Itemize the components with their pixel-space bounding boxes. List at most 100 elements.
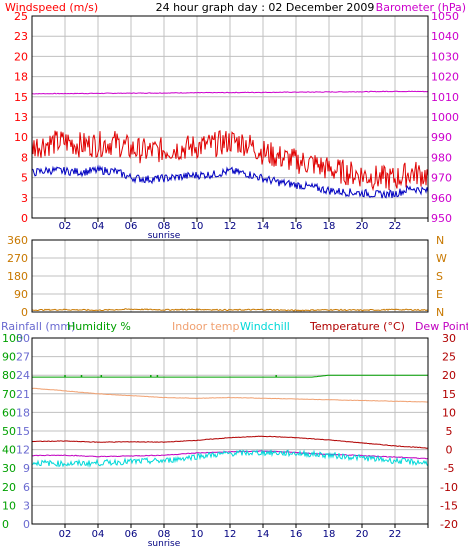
panel1-x-ticks: 02 04 06 08 10 12 14 16 18 20 22 [59, 218, 429, 232]
x-tick-08: 08 [158, 221, 171, 232]
panel3-grid [32, 337, 428, 525]
windspeed-tick-15: 15 [14, 91, 28, 104]
windspeed-tick-10: 10 [14, 131, 28, 144]
panel1-left-ticks: 25 23 20 18 15 13 10 8 5 3 0 [14, 10, 28, 225]
humidity-tick-30: 30 [2, 462, 16, 475]
windspeed-average-line [31, 164, 429, 199]
x-tick-10: 10 [191, 529, 204, 540]
temp-tick-25: 25 [442, 351, 456, 364]
x-tick-02: 02 [59, 221, 72, 232]
barometer-tick-1040: 1040 [431, 30, 459, 43]
compass-tick-3: E [436, 288, 443, 301]
humidity-tick-50: 50 [2, 425, 16, 438]
windspeed-tick-18: 18 [14, 71, 28, 84]
rain-tick-12: 12 [16, 444, 30, 457]
windspeed-tick-23: 23 [14, 30, 28, 43]
temp-tick--5: -5 [444, 462, 455, 475]
panel1-grid [32, 15, 428, 219]
humidity-line [32, 374, 428, 378]
windspeed-tick-8: 8 [21, 151, 28, 164]
barometer-tick-1020: 1020 [431, 71, 459, 84]
compass-tick-2: S [436, 270, 443, 283]
winddir-tick-0: 0 [21, 306, 28, 319]
windspeed-tick-5: 5 [21, 172, 28, 185]
rain-tick-3: 3 [23, 499, 30, 512]
rain-tick-15: 15 [16, 425, 30, 438]
panel3-x-ticks: 02 04 06 08 10 12 14 16 18 20 22 [59, 524, 429, 540]
x-tick-06: 06 [125, 221, 138, 232]
barometer-tick-1000: 1000 [431, 111, 459, 124]
chart-title: 24 hour graph day : 02 December 2009 [156, 1, 375, 14]
legend-dew-point: Dew Point [415, 320, 468, 333]
barometer-tick-1030: 1030 [431, 50, 459, 63]
x-tick-20: 20 [356, 221, 369, 232]
temp-tick-0: 0 [446, 444, 453, 457]
barometer-tick-1010: 1010 [431, 91, 459, 104]
winddir-tick-180: 180 [7, 270, 28, 283]
x-tick-18: 18 [323, 221, 336, 232]
x-tick-22: 22 [389, 529, 402, 540]
temp-tick-20: 20 [442, 369, 456, 382]
panel1-series [31, 90, 429, 199]
wind-direction-line [31, 308, 429, 312]
x-tick-16: 16 [290, 221, 303, 232]
barometer-line [31, 90, 429, 95]
windspeed-tick-25: 25 [14, 10, 28, 23]
compass-tick-4: N [436, 306, 444, 319]
x-tick-10: 10 [191, 221, 204, 232]
x-tick-04: 04 [92, 221, 105, 232]
barometer-axis-label: Barometer (hPa) [376, 1, 466, 14]
rain-tick-6: 6 [23, 481, 30, 494]
temp-tick-5: 5 [446, 425, 453, 438]
compass-tick-0: N [436, 234, 444, 247]
barometer-tick-980: 980 [431, 151, 452, 164]
x-tick-08: 08 [158, 529, 171, 540]
barometer-tick-960: 960 [431, 192, 452, 205]
x-tick-12: 12 [224, 529, 237, 540]
legend-temperature: Temperature (°C) [309, 320, 405, 333]
humidity-tick-60: 60 [2, 406, 16, 419]
indoor-temp-line [32, 387, 428, 403]
barometer-tick-950: 950 [431, 212, 452, 225]
windspeed-tick-0: 0 [21, 212, 28, 225]
barometer-tick-990: 990 [431, 131, 452, 144]
temp-tick--10: -10 [440, 481, 458, 494]
humidity-tick-40: 40 [2, 444, 16, 457]
rain-tick-21: 21 [16, 388, 30, 401]
rain-tick-18: 18 [16, 406, 30, 419]
barometer-tick-970: 970 [431, 172, 452, 185]
windspeed-tick-20: 20 [14, 50, 28, 63]
x-tick-22: 22 [389, 221, 402, 232]
temp-tick-15: 15 [442, 388, 456, 401]
humidity-tick-100: 100 [2, 332, 23, 345]
x-tick-06: 06 [125, 529, 138, 540]
compass-tick-1: W [436, 252, 447, 265]
rain-tick-24: 24 [16, 369, 30, 382]
humidity-tick-10: 10 [2, 499, 16, 512]
barometer-tick-1050: 1050 [431, 10, 459, 23]
winddir-tick-90: 90 [14, 288, 28, 301]
winddir-tick-360: 360 [7, 234, 28, 247]
rain-tick-27: 27 [16, 351, 30, 364]
temperature-line [31, 435, 429, 449]
windspeed-gust-line [31, 130, 429, 192]
windspeed-axis-label: Windspeed (m/s) [5, 1, 98, 14]
panel3-temp-ticks: 30 25 20 15 10 5 0 -5 -10 -15 -20 [440, 332, 458, 531]
panel3-legend: Rainfall (mm) Humidity % Indoor temp Win… [1, 320, 468, 333]
sunrise-label-3: sunrise [148, 539, 181, 549]
x-tick-18: 18 [323, 529, 336, 540]
windchill-line [31, 449, 429, 468]
panel2-frame [31, 239, 429, 313]
panel2-grid [32, 239, 428, 313]
humidity-tick-0: 0 [2, 518, 9, 531]
panel2-series [31, 308, 429, 312]
x-tick-14: 14 [257, 221, 270, 232]
x-tick-02: 02 [59, 529, 72, 540]
legend-humidity: Humidity % [67, 320, 131, 333]
windspeed-tick-3: 3 [21, 192, 28, 205]
rain-tick-30: 30 [16, 332, 30, 345]
